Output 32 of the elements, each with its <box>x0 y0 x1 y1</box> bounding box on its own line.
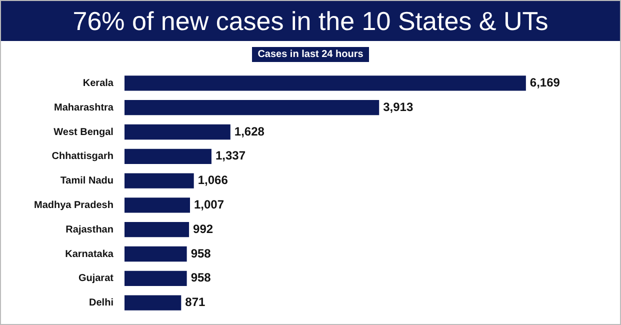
data-label: 1,007 <box>194 198 224 212</box>
y-tick-label: Madhya Pradesh <box>34 200 114 211</box>
data-label: 958 <box>190 270 212 285</box>
data-label: 992 <box>193 222 214 236</box>
bar <box>124 173 194 188</box>
data-label: 1,066 <box>198 173 228 188</box>
bar <box>124 148 212 164</box>
y-tick-label: Delhi <box>89 298 114 309</box>
data-label: 6,169 <box>530 76 560 90</box>
bar <box>124 198 190 213</box>
data-label: 1,628 <box>234 124 265 138</box>
bar <box>124 124 230 140</box>
data-label: 871 <box>185 295 206 310</box>
y-tick-label: Kerala <box>82 78 114 89</box>
bar <box>124 246 187 262</box>
y-tick-label: West Bengal <box>54 126 114 138</box>
bar <box>124 222 190 238</box>
data-label: 958 <box>190 246 212 260</box>
y-tick-label: Rajasthan <box>66 224 114 236</box>
data-label: 1,337 <box>215 148 246 163</box>
chart-subtitle: Cases in last 24 hours <box>252 47 370 62</box>
y-tick-label: Karnataka <box>65 248 114 260</box>
data-label: 3,913 <box>383 100 414 114</box>
y-tick-label: Tamil Nadu <box>60 176 114 187</box>
y-tick-label: Chhattisgarh <box>52 151 114 162</box>
chart-title: 76% of new cases in the 10 States & UTs <box>1 1 620 41</box>
y-tick-label: Maharashtra <box>54 102 114 114</box>
bar <box>124 76 526 91</box>
y-tick-label: Gujarat <box>78 273 114 284</box>
bar <box>124 100 380 116</box>
bar <box>124 295 182 310</box>
bar <box>124 270 187 286</box>
